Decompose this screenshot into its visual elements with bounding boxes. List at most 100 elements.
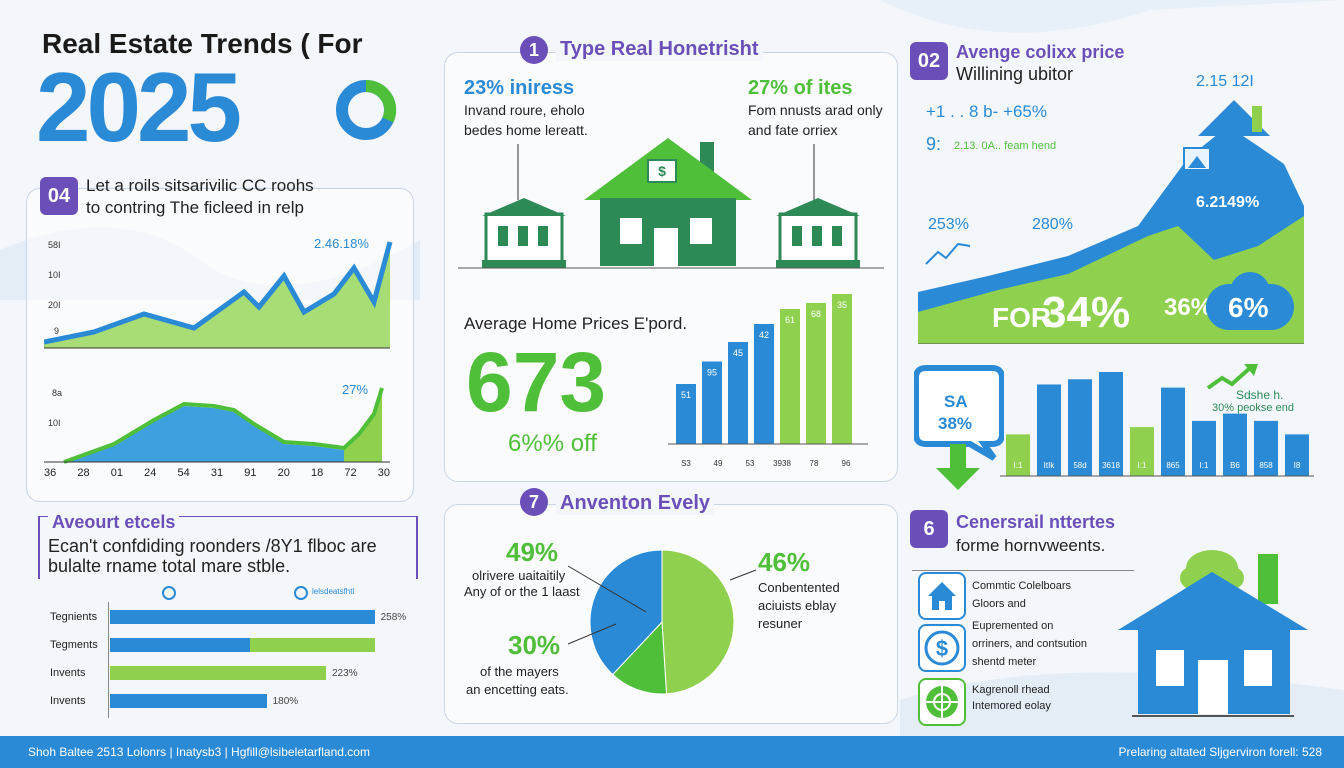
y-tick: 10I	[48, 418, 61, 428]
x-tick: 3938	[773, 459, 791, 468]
x-tick: 31	[210, 467, 224, 479]
x-tick: 28	[77, 467, 90, 479]
left-top-line2: to contring The ficleed in relp	[86, 198, 304, 217]
bar-label: 95	[707, 368, 717, 378]
cloud-pct: 6%	[1228, 292, 1269, 323]
y-tick: 9	[54, 326, 59, 336]
legend-dot-icon	[162, 586, 176, 600]
hbar-value: 258%	[380, 612, 407, 623]
pie-label-2-pct: 30%	[508, 630, 561, 660]
rb-item-2-l3: shentd meter	[972, 656, 1037, 668]
off-text: 6%% off	[508, 430, 597, 457]
x-tick: 91	[244, 467, 257, 479]
pie-label-3-l1: Conbentented	[758, 580, 840, 595]
big-pct: 34%	[1042, 288, 1131, 337]
hbar-label: Invents	[50, 667, 86, 679]
rb-item-2-l1: Eupremented on	[972, 620, 1054, 632]
pie-label-2-l2: an encetting eats.	[466, 682, 569, 697]
y-tick: 10I	[48, 270, 61, 280]
pie-slice	[661, 549, 735, 695]
left-stat-l1: Invand roure, eholo	[464, 102, 585, 118]
area-fill-green	[344, 388, 382, 462]
small-pct: 36%	[1164, 294, 1213, 321]
area-fill-blue	[64, 406, 344, 462]
hbar-axis	[108, 602, 109, 718]
pie-slice	[589, 549, 663, 676]
bar	[806, 303, 826, 444]
bar	[832, 294, 852, 444]
pie-slice	[612, 620, 668, 695]
cloud-icon-top	[1230, 272, 1270, 312]
row1-text: +1 . . 8 b- +65%	[926, 102, 1047, 121]
section-number: 7	[520, 488, 548, 516]
svg-text:$: $	[658, 163, 666, 179]
row2-num: 9:	[926, 134, 942, 154]
rb-item-3-l2: Intemored eolay	[972, 700, 1051, 712]
footer-bar: Shoh Baltee 2513 Lolonrs | Inatysb3 | Hg…	[0, 736, 1344, 768]
mid-pct: 6.2149%	[1196, 194, 1260, 211]
right-bar-chart: I:1 ItIk 58d 3618 I:1 865 I:1 B6 858 I8	[1000, 372, 1314, 477]
y-tick: 8a	[52, 388, 62, 398]
left-pct-2: 280%	[1032, 216, 1073, 233]
hbar	[110, 694, 267, 708]
section-badge: 04	[40, 177, 78, 215]
footer-right: Prelaring altated Sljgerviron forell: 52…	[1118, 745, 1322, 759]
bubble-l1: SA	[944, 392, 968, 411]
left-line-chart-2: 8a 10I 27%	[44, 382, 390, 464]
bar	[1006, 434, 1030, 476]
footer-left: Shoh Baltee 2513 Lolonrs | Inatysb3 | Hg…	[28, 745, 370, 759]
bar	[1161, 387, 1185, 476]
bar	[1254, 420, 1278, 476]
svg-text:$: $	[936, 636, 948, 661]
x-tick: S3	[681, 459, 691, 468]
middle-top-title: Type Real Honetrisht	[556, 38, 763, 61]
pie-label-1-l1: olrivere uaitaitily	[472, 568, 566, 583]
rb-item-1-l1: Commtic Colelboars	[972, 580, 1072, 592]
house-illustration: $	[458, 138, 884, 269]
left-building-icon	[482, 198, 566, 268]
section-badge: 6	[910, 510, 948, 548]
bar-label: 68	[811, 309, 821, 319]
bar	[780, 309, 800, 444]
bar	[1037, 384, 1061, 476]
right-top-title: Avenge colixx price	[956, 42, 1125, 62]
bar	[1099, 372, 1123, 476]
left-stat-l2: bedes home lereatt.	[464, 122, 588, 138]
left-bottom-title: Aveourt etcels	[48, 512, 180, 533]
speech-bubble-icon	[914, 365, 1004, 490]
hbar-overlay	[250, 638, 375, 652]
rb-item-3-l1: Kagrenoll rhead	[972, 684, 1050, 696]
hbar	[110, 638, 251, 652]
bar	[1068, 379, 1092, 476]
bar-label: ItIk	[1044, 461, 1056, 470]
left-top-line1: Let a roils sitsarivilic CC roohs	[86, 176, 314, 195]
x-axis-ticks: 36 28 01 24 54 31 91 20 18 72 30	[44, 467, 390, 479]
series-line	[63, 387, 384, 464]
x-tick: 96	[842, 459, 851, 468]
right-stat-l1: Fom nnusts arad only	[748, 102, 883, 118]
pie-label-2-l1: of the mayers	[480, 664, 559, 679]
hbar-label: Invents	[50, 695, 86, 707]
wheel-icon	[918, 678, 966, 726]
avg-price-title: Average Home Prices E'pord.	[464, 314, 688, 333]
rb-item-2-l2: orriners, and contsution	[972, 638, 1087, 650]
center-house-icon: $	[584, 138, 752, 266]
left-bottom-frame	[38, 516, 418, 579]
middle-bottom-title: Anventon Evely	[556, 492, 715, 515]
pie-chart	[589, 549, 735, 695]
x-tick: 01	[110, 467, 123, 479]
bar-label: 865	[1166, 461, 1180, 470]
hbar	[110, 666, 326, 680]
dollar-icon: $	[918, 624, 966, 672]
pie-label-3-pct: 46%	[758, 547, 811, 577]
rb-divider	[912, 570, 1134, 571]
left-line-chart-1: 58I 10I 20I 9 2.46.18%	[44, 236, 393, 349]
x-tick: 72	[344, 467, 357, 479]
x-tick: 54	[177, 467, 190, 479]
bar	[1285, 434, 1309, 476]
ann1: Sdshe h.	[1236, 388, 1284, 402]
x-tick: 24	[144, 467, 157, 479]
bar-label: I:1	[1014, 461, 1023, 470]
right-stat-pct: 27% of ites	[748, 77, 853, 99]
bar	[728, 342, 748, 444]
